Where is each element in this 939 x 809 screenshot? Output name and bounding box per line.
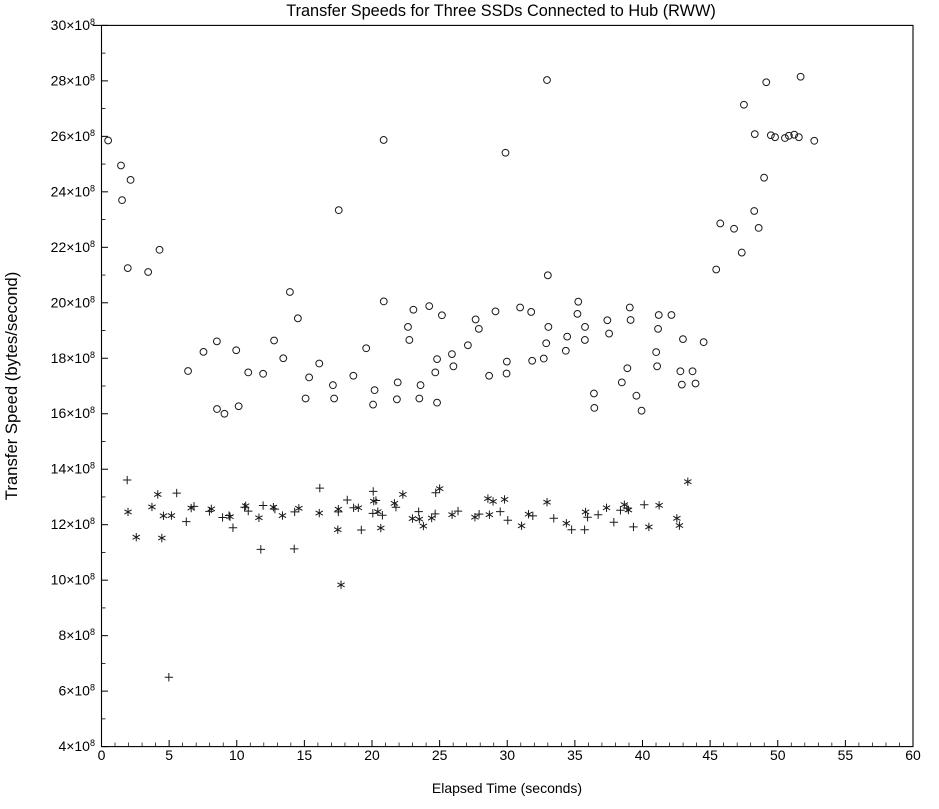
- svg-text:10×108: 10×108: [51, 572, 95, 588]
- svg-text:6×108: 6×108: [58, 683, 95, 699]
- svg-text:Transfer Speeds for Three SSDs: Transfer Speeds for Three SSDs Connected…: [286, 2, 716, 20]
- svg-text:0: 0: [98, 747, 106, 763]
- svg-text:60: 60: [905, 747, 921, 763]
- svg-text:8×108: 8×108: [58, 627, 95, 643]
- svg-text:40: 40: [635, 747, 651, 763]
- svg-text:30×108: 30×108: [51, 17, 95, 33]
- svg-text:25: 25: [432, 747, 448, 763]
- svg-text:Elapsed Time (seconds): Elapsed Time (seconds): [432, 780, 582, 796]
- svg-text:20: 20: [364, 747, 380, 763]
- svg-text:18×108: 18×108: [51, 350, 95, 366]
- svg-text:10: 10: [229, 747, 245, 763]
- svg-text:15: 15: [297, 747, 313, 763]
- svg-text:22×108: 22×108: [51, 239, 95, 255]
- svg-text:28×108: 28×108: [51, 72, 95, 88]
- svg-text:Transfer Speed (bytes/second): Transfer Speed (bytes/second): [2, 272, 21, 500]
- svg-text:5: 5: [165, 747, 173, 763]
- svg-text:26×108: 26×108: [51, 128, 95, 144]
- svg-text:50: 50: [770, 747, 786, 763]
- svg-text:35: 35: [567, 747, 583, 763]
- svg-text:24×108: 24×108: [51, 183, 95, 199]
- svg-text:16×108: 16×108: [51, 405, 95, 421]
- svg-text:30: 30: [499, 747, 515, 763]
- svg-text:20×108: 20×108: [51, 294, 95, 310]
- svg-text:4×108: 4×108: [58, 738, 95, 754]
- svg-text:45: 45: [702, 747, 718, 763]
- svg-text:12×108: 12×108: [51, 516, 95, 532]
- svg-text:55: 55: [838, 747, 854, 763]
- svg-text:14×108: 14×108: [51, 461, 95, 477]
